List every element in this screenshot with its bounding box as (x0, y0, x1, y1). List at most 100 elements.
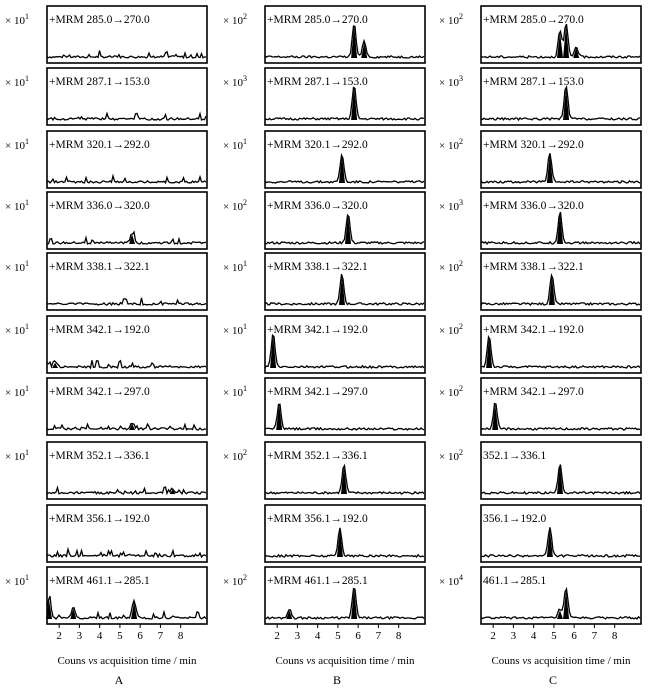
scale-label: × 101 (5, 384, 29, 399)
mrm-transition-label: +MRM 320.1→292.0 (267, 139, 368, 151)
x-tick-label: 7 (376, 630, 382, 642)
scale-label: × 103 (439, 198, 463, 213)
x-tick-label: 8 (396, 630, 402, 642)
column-b: × 102 +MRM 285.0→270.0 × 103 +MRM 287.1→153… (223, 6, 425, 687)
mrm-transition-label: 356.1→192.0 (483, 513, 547, 525)
chromatogram-panel: × 101 +MRM 352.1→336.1 (5, 442, 207, 499)
chromatogram-panel: × 102 +MRM 285.0→270.0 (439, 6, 641, 63)
chromatogram-panel: × 102 352.1→336.1 (439, 442, 641, 499)
x-tick-label: 5 (335, 630, 341, 642)
scale-label: × 101 (5, 12, 29, 27)
mrm-transition-label: +MRM 352.1→336.1 (49, 450, 150, 462)
x-tick-label: 6 (137, 630, 143, 642)
chromatogram-panel: × 103 +MRM 336.0→320.0 (439, 192, 641, 249)
chromatogram-panel: × 102 +MRM 461.1→285.1 (223, 567, 425, 624)
x-tick-label: 6 (571, 630, 577, 642)
x-tick-label: 8 (178, 630, 184, 642)
chromatogram-panel: × 102 +MRM 352.1→336.1 (223, 442, 425, 499)
x-tick-label: 6 (355, 630, 361, 642)
chromatogram-panel: × 104 461.1→285.1 (439, 567, 641, 624)
scale-label: × 101 (223, 384, 247, 399)
mrm-transition-label: +MRM 336.0→320.0 (483, 200, 584, 212)
scale-label: × 101 (5, 448, 29, 463)
x-tick-label: 4 (315, 630, 321, 642)
x-tick-label: 5 (117, 630, 123, 642)
scale-label: × 102 (439, 384, 463, 399)
x-tick-label: 4 (97, 630, 103, 642)
mrm-transition-label: +MRM 285.0→270.0 (267, 14, 368, 26)
x-tick-label: 3 (511, 630, 517, 642)
mrm-transition-label: +MRM 356.1→192.0 (49, 513, 150, 525)
x-tick-label: 2 (56, 630, 62, 642)
chromatogram-panel: × 101 +MRM 342.1→192.0 (5, 316, 207, 373)
scale-label: × 102 (439, 259, 463, 274)
scale-label: × 102 (439, 322, 463, 337)
mrm-transition-label: +MRM 342.1→297.0 (267, 386, 368, 398)
column-c: × 102 +MRM 285.0→270.0× 103 +MRM 287.1→153… (439, 6, 641, 687)
scale-label: × 101 (223, 137, 247, 152)
mrm-transition-label: +MRM 320.1→292.0 (49, 139, 150, 151)
scale-label: × 102 (223, 448, 247, 463)
mrm-transition-label: +MRM 336.0→320.0 (49, 200, 150, 212)
chromatogram-panel: × 101 +MRM 338.1→322.1 (5, 253, 207, 310)
scale-label: × 102 (223, 198, 247, 213)
scale-label: × 101 (223, 259, 247, 274)
chromatogram-panel: +MRM 356.1→192.0 (47, 505, 207, 562)
x-tick-label: 2 (274, 630, 280, 642)
chromatogram-panel: × 101 +MRM 287.1→153.0 (5, 68, 207, 125)
chromatogram-panel: × 101 +MRM 342.1→297.0 (223, 378, 425, 435)
chromatogram-panel: × 101 +MRM 342.1→192.0 (223, 316, 425, 373)
chromatogram-panel: × 101 +MRM 342.1→297.0 (5, 378, 207, 435)
mrm-transition-label: +MRM 338.1→322.1 (267, 261, 368, 273)
x-tick-label: 7 (592, 630, 598, 642)
scale-label: × 101 (5, 322, 29, 337)
mrm-transition-label: +MRM 287.1→153.0 (49, 76, 150, 88)
column-letter: B (333, 673, 341, 687)
scale-label: × 102 (439, 137, 463, 152)
mrm-transition-label: 461.1→285.1 (483, 575, 547, 587)
mrm-transition-label: +MRM 338.1→322.1 (483, 261, 584, 273)
scale-label: × 102 (439, 448, 463, 463)
mrm-transition-label: +MRM 342.1→297.0 (483, 386, 584, 398)
chromatogram-panel: +MRM 356.1→192.0 (265, 505, 425, 562)
mrm-transition-label: +MRM 287.1→153.0 (267, 76, 368, 88)
mrm-transition-label: +MRM 287.1→153.0 (483, 76, 584, 88)
x-tick-label: 3 (77, 630, 83, 642)
chromatogram-panel: × 102 +MRM 320.1→292.0 (439, 131, 641, 188)
scale-label: × 101 (5, 573, 29, 588)
mrm-transition-label: +MRM 342.1→192.0 (483, 324, 584, 336)
chromatogram-panel: 356.1→192.0 (481, 505, 641, 562)
x-axis-label: Couns vs acquisition time / min (491, 655, 631, 667)
x-tick-label: 7 (158, 630, 164, 642)
x-tick-label: 3 (295, 630, 301, 642)
mrm-transition-label: +MRM 320.1→292.0 (483, 139, 584, 151)
chromatogram-panel: × 101 +MRM 320.1→292.0 (5, 131, 207, 188)
column-letter: C (549, 673, 557, 687)
scale-label: × 101 (5, 198, 29, 213)
chromatogram-panel: × 102 +MRM 338.1→322.1 (439, 253, 641, 310)
chromatogram-panel: × 102 +MRM 285.0→270.0 (223, 6, 425, 63)
x-tick-label: 2 (490, 630, 496, 642)
x-axis-label: Couns vs acquisition time / min (57, 655, 197, 667)
column-letter: A (115, 673, 124, 687)
chromatogram-panel: × 103 +MRM 287.1→153.0 (439, 68, 641, 125)
scale-label: × 102 (223, 12, 247, 27)
scale-label: × 103 (223, 74, 247, 89)
mrm-transition-label: +MRM 342.1→297.0 (49, 386, 150, 398)
chromatogram-panel: × 103 +MRM 287.1→153.0 (223, 68, 425, 125)
mrm-transition-label: +MRM 336.0→320.0 (267, 200, 368, 212)
mrm-transition-label: +MRM 342.1→192.0 (267, 324, 368, 336)
chromatogram-panel: × 101 +MRM 338.1→322.1 (223, 253, 425, 310)
chromatogram-panel: × 102 +MRM 342.1→192.0 (439, 316, 641, 373)
mrm-transition-label: +MRM 356.1→192.0 (267, 513, 368, 525)
mrm-transition-label: +MRM 342.1→192.0 (49, 324, 150, 336)
mrm-transition-label: +MRM 338.1→322.1 (49, 261, 150, 273)
scale-label: × 101 (5, 137, 29, 152)
mrm-transition-label: +MRM 285.0→270.0 (483, 14, 584, 26)
scale-label: × 102 (223, 573, 247, 588)
scale-label: × 101 (5, 74, 29, 89)
chromatogram-panel: × 102 +MRM 342.1→297.0 (439, 378, 641, 435)
scale-label: × 103 (439, 74, 463, 89)
x-axis-label: Couns vs acquisition time / min (275, 655, 415, 667)
mrm-transition-label: +MRM 461.1→285.1 (49, 575, 150, 587)
